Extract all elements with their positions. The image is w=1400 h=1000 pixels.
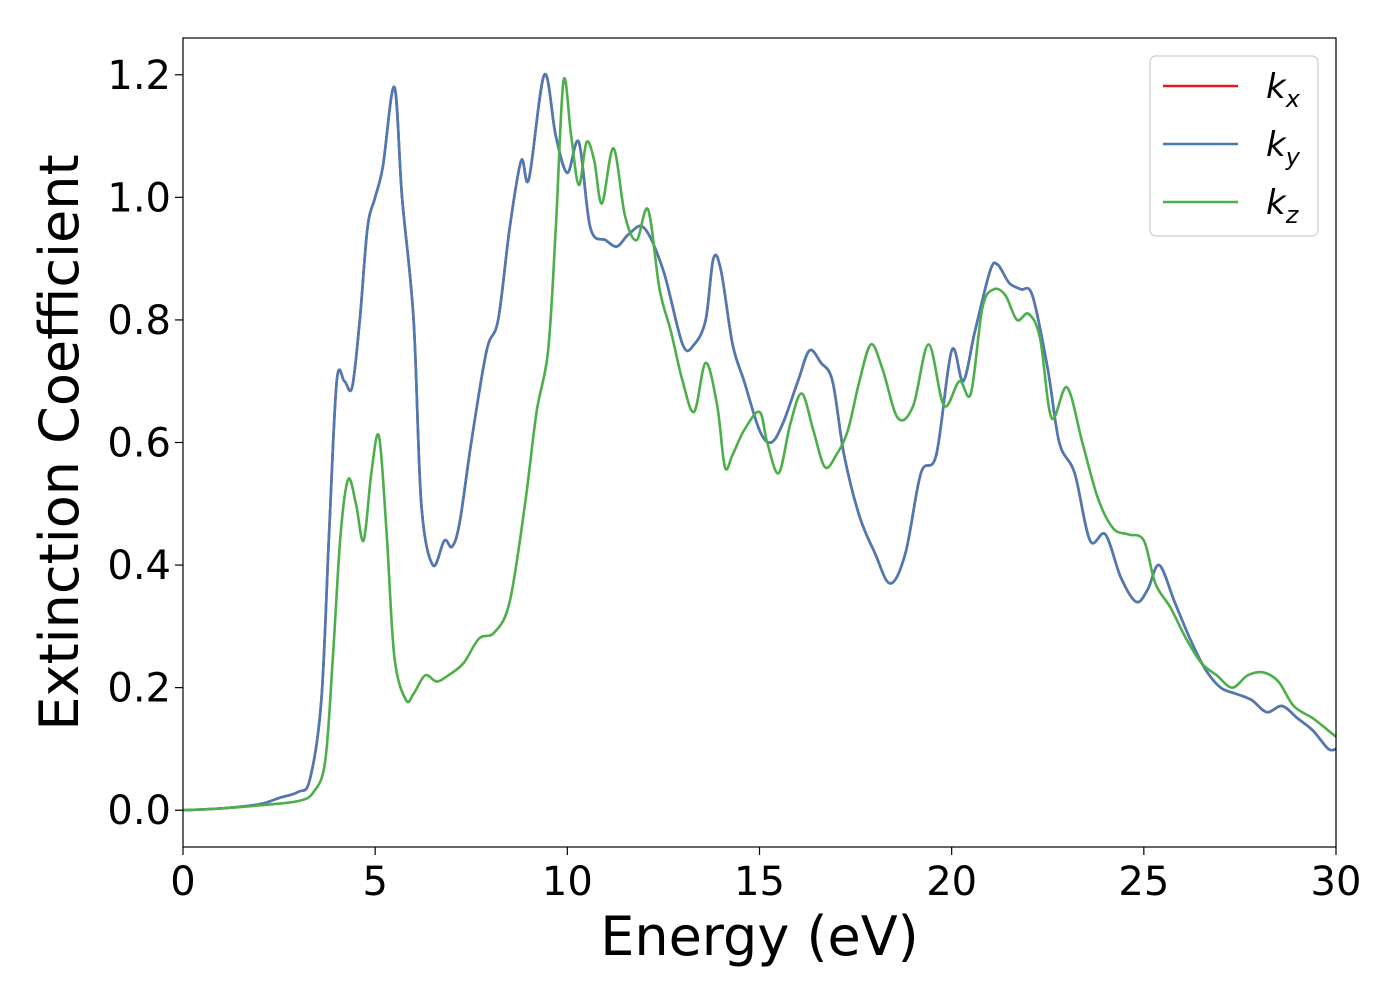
legend-box — [1149, 55, 1319, 237]
x-tick-label: 25 — [1118, 859, 1169, 905]
y-tick-label: 0.4 — [107, 543, 171, 589]
y-tick-label: 0.2 — [107, 666, 171, 712]
x-tick-label: 20 — [926, 859, 977, 905]
x-tick-label: 0 — [170, 859, 195, 905]
x-tick-label: 5 — [362, 859, 387, 905]
legend-label-ky: ky — [1266, 125, 1301, 171]
x-axis-title: Energy (eV) — [600, 905, 919, 968]
y-axis-title: Extinction Coefficient — [28, 154, 91, 730]
legend-label-kx: kx — [1266, 67, 1301, 113]
y-tick-label: 1.2 — [107, 53, 171, 99]
y-tick-label: 1.0 — [107, 175, 171, 221]
y-tick-label: 0.0 — [107, 788, 171, 834]
y-tick-label: 0.6 — [107, 421, 171, 467]
series-line-kz — [183, 76, 1336, 812]
x-tick-label: 10 — [542, 859, 593, 905]
y-axis-ticks: 0.0 0.2 0.4 0.6 0.8 1.0 1.2 — [107, 53, 183, 834]
x-tick-label: 15 — [734, 859, 785, 905]
x-tick-label: 30 — [1311, 859, 1362, 905]
plot-lines — [183, 73, 1336, 812]
y-tick-label: 0.8 — [107, 298, 171, 344]
legend-label-kz: kz — [1266, 183, 1300, 229]
legend: kx ky kz — [1149, 55, 1319, 237]
series-line-ky — [183, 73, 1336, 812]
x-axis-ticks: 0 5 10 15 20 25 30 — [170, 847, 1361, 905]
